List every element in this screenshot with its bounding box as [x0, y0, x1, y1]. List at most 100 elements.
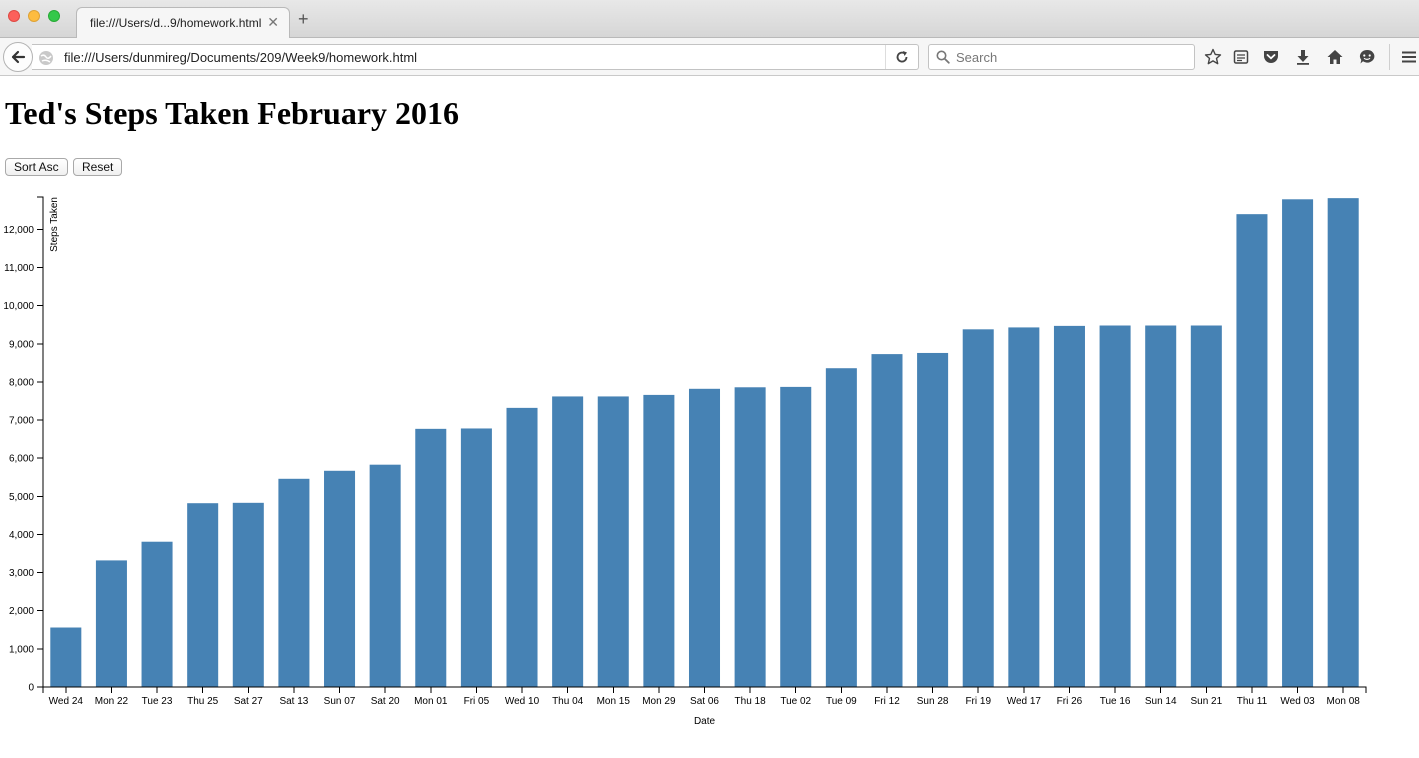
title-bar: file:///Users/d...9/homework.html ✕ + [0, 0, 1419, 39]
zoom-window-button[interactable] [48, 10, 60, 22]
x-tick-label: Sun 07 [324, 696, 356, 707]
chart-bar [278, 478, 310, 687]
x-tick-label: Tue 23 [142, 696, 173, 707]
x-tick-label: Thu 11 [1237, 696, 1268, 707]
chart-bar [95, 560, 127, 687]
chart-bar [1099, 325, 1131, 687]
search-bar[interactable] [928, 44, 1195, 70]
x-tick-label: Tue 16 [1100, 696, 1131, 707]
chart-bar [369, 464, 401, 687]
chart-bar [187, 503, 219, 687]
chart-bar [597, 396, 629, 687]
x-tick-label: Sun 21 [1190, 696, 1222, 707]
chart-bar [1282, 199, 1314, 687]
x-tick-label: Mon 29 [642, 696, 676, 707]
chart-bar [643, 394, 675, 687]
url-bar[interactable]: file:///Users/dunmireg/Documents/209/Wee… [32, 44, 919, 70]
reload-button[interactable] [885, 45, 918, 69]
chart-bar [962, 329, 994, 687]
chart-bar [734, 387, 766, 687]
reset-button[interactable]: Reset [73, 158, 123, 176]
tab-close-icon[interactable]: ✕ [267, 14, 279, 30]
chart-bar [780, 386, 812, 687]
menu-icon[interactable] [1400, 48, 1418, 66]
sort-asc-button[interactable]: Sort Asc [5, 158, 68, 176]
y-tick-label: 11,000 [4, 263, 34, 274]
chat-icon[interactable] [1358, 48, 1376, 66]
star-icon[interactable] [1204, 48, 1222, 66]
toolbar-separator [1389, 44, 1390, 70]
y-tick-label: 5,000 [9, 492, 34, 503]
chart-bar [506, 407, 538, 687]
chart-bar [460, 428, 492, 687]
x-tick-label: Tue 09 [826, 696, 857, 707]
x-tick-label: Fri 12 [874, 696, 900, 707]
y-axis-line [37, 196, 44, 688]
x-tick-label: Tue 02 [780, 696, 811, 707]
back-arrow-icon [11, 50, 26, 64]
x-tick-label: Sat 13 [279, 696, 308, 707]
chart-bar [552, 396, 584, 687]
chart-bar [415, 428, 447, 687]
home-icon[interactable] [1326, 48, 1344, 66]
y-tick-label: 0 [28, 683, 34, 694]
chart-bar [50, 627, 82, 687]
search-input[interactable] [954, 48, 1189, 66]
chart-bar [1053, 325, 1085, 687]
x-tick-label: Mon 08 [1327, 696, 1361, 707]
x-tick-label: Sat 06 [690, 696, 719, 707]
y-axis-label: Steps Taken [49, 197, 60, 252]
chart-bar [141, 541, 173, 687]
reload-icon [896, 51, 908, 63]
page-title: Ted's Steps Taken February 2016 [5, 95, 460, 131]
x-tick-label: Mon 01 [414, 696, 448, 707]
y-tick-label: 12,000 [3, 225, 34, 236]
globe-icon [38, 50, 54, 71]
y-tick-label: 2,000 [9, 606, 34, 617]
chart-bar [1008, 327, 1040, 687]
x-tick-label: Mon 22 [95, 696, 129, 707]
chart-bar [871, 354, 903, 687]
x-tick-label: Fri 19 [965, 696, 991, 707]
pocket-icon[interactable] [1262, 48, 1280, 66]
chart-bar [232, 502, 264, 687]
x-tick-label: Fri 26 [1057, 696, 1083, 707]
y-tick-label: 9,000 [9, 339, 34, 350]
x-tick-label: Wed 17 [1007, 696, 1042, 707]
search-icon [936, 50, 950, 69]
navigation-bar: file:///Users/dunmireg/Documents/209/Wee… [0, 38, 1419, 76]
x-tick-label: Thu 18 [735, 696, 767, 707]
back-button[interactable] [3, 42, 33, 72]
y-tick-label: 1,000 [9, 644, 34, 655]
browser-tab[interactable]: file:///Users/d...9/homework.html ✕ [76, 7, 290, 39]
close-window-button[interactable] [8, 10, 20, 22]
chart-bar [688, 388, 721, 687]
reading-list-icon[interactable] [1232, 48, 1250, 66]
x-tick-label: Sun 14 [1145, 696, 1177, 707]
y-tick-label: 3,000 [9, 568, 34, 579]
chart-bar [1236, 214, 1268, 687]
download-icon[interactable] [1294, 48, 1312, 66]
x-tick-label: Wed 03 [1280, 696, 1315, 707]
x-tick-label: Sat 27 [234, 696, 263, 707]
x-tick-label: Wed 10 [505, 696, 540, 707]
chart-bar [324, 470, 356, 687]
x-axis-label: Date [694, 716, 716, 727]
y-tick-label: 4,000 [9, 530, 34, 541]
x-tick-label: Thu 04 [552, 696, 584, 707]
y-tick-label: 8,000 [9, 377, 34, 388]
minimize-window-button[interactable] [28, 10, 40, 22]
y-tick-label: 10,000 [3, 301, 34, 312]
chart-bar [1190, 325, 1222, 687]
x-tick-label: Thu 25 [187, 696, 219, 707]
x-tick-label: Sun 28 [917, 696, 949, 707]
x-tick-label: Sat 20 [371, 696, 400, 707]
x-tick-label: Mon 15 [597, 696, 631, 707]
new-tab-button[interactable]: + [298, 9, 309, 29]
chart-bar [917, 352, 949, 687]
chart-bar [1327, 198, 1359, 687]
y-tick-label: 6,000 [9, 454, 34, 465]
y-tick-label: 7,000 [9, 416, 34, 427]
chart-bar [825, 368, 857, 687]
